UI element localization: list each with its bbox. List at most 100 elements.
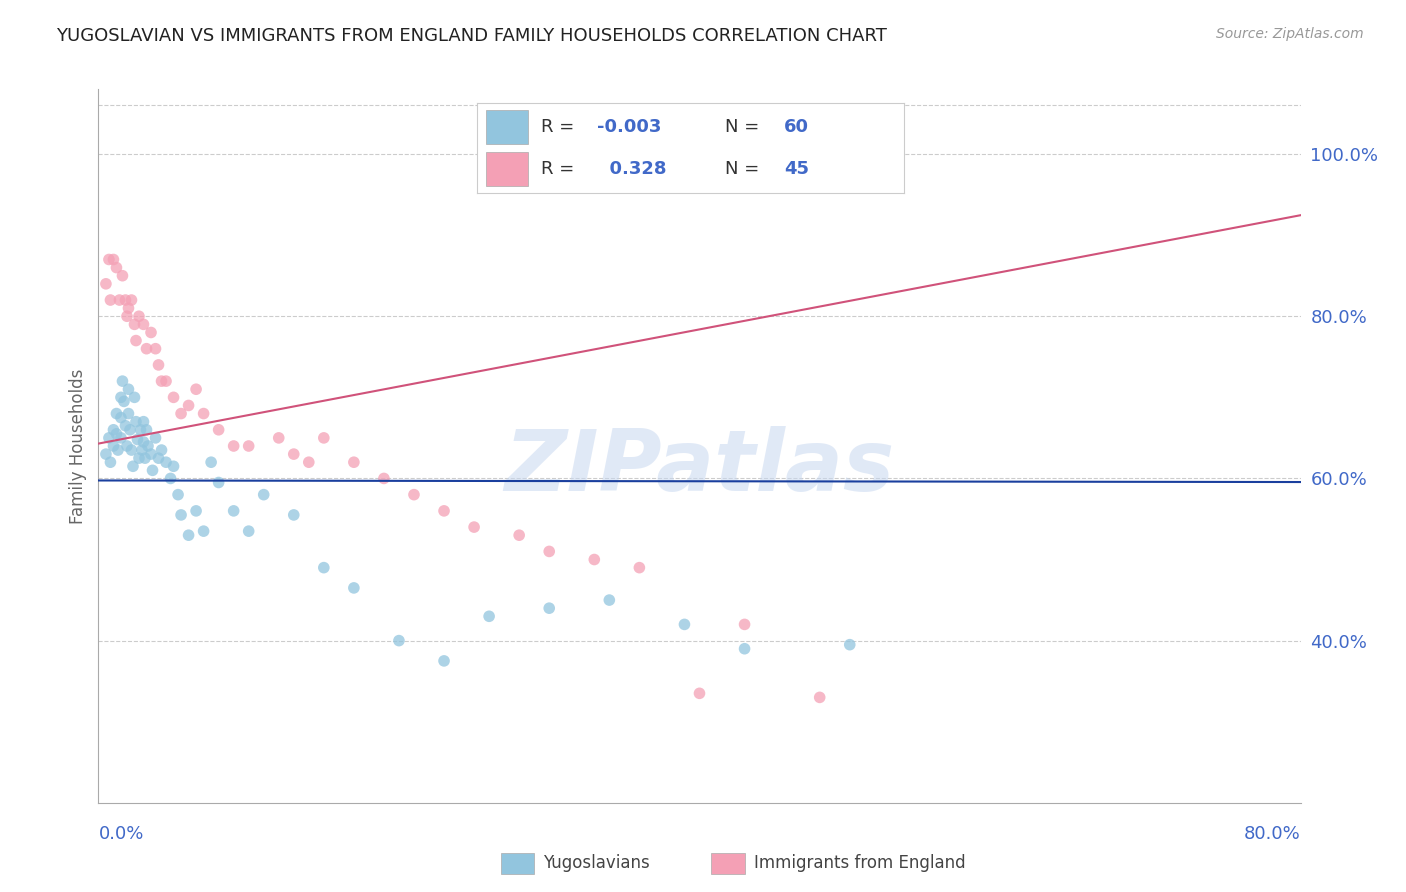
Point — [170, 407, 193, 421]
Point — [132, 415, 155, 429]
Point — [463, 520, 485, 534]
Point — [208, 423, 231, 437]
Point — [538, 601, 561, 615]
Point — [105, 260, 128, 275]
Point — [193, 407, 215, 421]
Point — [508, 528, 530, 542]
Point — [162, 459, 184, 474]
Point — [125, 334, 148, 348]
Y-axis label: Family Households: Family Households — [69, 368, 87, 524]
Point — [111, 268, 134, 283]
Point — [103, 439, 125, 453]
Point — [103, 423, 125, 437]
Point — [121, 293, 143, 307]
Point — [478, 609, 501, 624]
Point — [105, 426, 128, 441]
Point — [122, 459, 145, 474]
Point — [110, 410, 132, 425]
Point — [115, 310, 138, 324]
Point — [135, 342, 157, 356]
Point — [121, 443, 143, 458]
Point — [184, 504, 207, 518]
Point — [283, 447, 305, 461]
Point — [148, 451, 170, 466]
Point — [162, 390, 184, 404]
Point — [139, 447, 162, 461]
Point — [141, 463, 163, 477]
Point — [253, 488, 276, 502]
Point — [689, 686, 711, 700]
Point — [124, 390, 146, 404]
Point — [145, 342, 167, 356]
Point — [734, 641, 756, 656]
Point — [222, 504, 245, 518]
Point — [135, 423, 157, 437]
Point — [97, 431, 120, 445]
Point — [312, 431, 335, 445]
Point — [118, 423, 141, 437]
Point — [124, 318, 146, 332]
Point — [312, 560, 335, 574]
Point — [343, 455, 366, 469]
Point — [628, 560, 651, 574]
Text: Yugoslavians: Yugoslavians — [543, 855, 650, 872]
Point — [538, 544, 561, 558]
Text: ZIPatlas: ZIPatlas — [505, 425, 894, 509]
Point — [107, 443, 129, 458]
Point — [100, 293, 122, 307]
Point — [583, 552, 606, 566]
Point — [238, 524, 260, 538]
Point — [115, 439, 138, 453]
Point — [734, 617, 756, 632]
Point — [388, 633, 411, 648]
Point — [298, 455, 321, 469]
Point — [110, 390, 132, 404]
Point — [598, 593, 620, 607]
Text: YUGOSLAVIAN VS IMMIGRANTS FROM ENGLAND FAMILY HOUSEHOLDS CORRELATION CHART: YUGOSLAVIAN VS IMMIGRANTS FROM ENGLAND F… — [56, 27, 887, 45]
Point — [97, 252, 120, 267]
Point — [155, 455, 177, 469]
Point — [222, 439, 245, 453]
Point — [132, 318, 155, 332]
Point — [167, 488, 190, 502]
Point — [129, 423, 152, 437]
Point — [433, 504, 456, 518]
Point — [145, 431, 167, 445]
Point — [114, 418, 136, 433]
Point — [177, 528, 200, 542]
Point — [128, 310, 150, 324]
Point — [238, 439, 260, 453]
Point — [139, 326, 162, 340]
Text: Source: ZipAtlas.com: Source: ZipAtlas.com — [1216, 27, 1364, 41]
Point — [131, 443, 153, 458]
Text: Immigrants from England: Immigrants from England — [754, 855, 966, 872]
Point — [134, 451, 156, 466]
Bar — [711, 853, 745, 874]
Point — [148, 358, 170, 372]
Bar — [501, 853, 534, 874]
Text: 0.0%: 0.0% — [98, 825, 143, 843]
Point — [155, 374, 177, 388]
Point — [117, 301, 139, 315]
Point — [177, 399, 200, 413]
Point — [114, 293, 136, 307]
Point — [108, 293, 131, 307]
Point — [128, 451, 150, 466]
Point — [673, 617, 696, 632]
Point — [150, 443, 173, 458]
Point — [170, 508, 193, 522]
Point — [373, 471, 395, 485]
Point — [111, 374, 134, 388]
Point — [125, 415, 148, 429]
Point — [283, 508, 305, 522]
Point — [184, 382, 207, 396]
Point — [838, 638, 860, 652]
Point — [433, 654, 456, 668]
Point — [159, 471, 181, 485]
Point — [136, 439, 159, 453]
Point — [105, 407, 128, 421]
Point — [808, 690, 831, 705]
Point — [127, 433, 149, 447]
Point — [402, 488, 425, 502]
Point — [267, 431, 290, 445]
